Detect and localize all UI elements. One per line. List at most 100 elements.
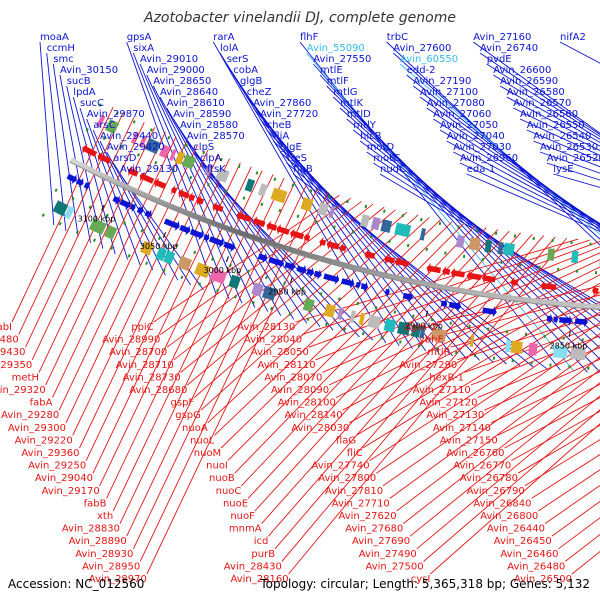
gene-label-motd: motD	[367, 142, 395, 153]
minus-strand-gene	[276, 224, 290, 235]
minus-strand-gene	[154, 177, 167, 189]
plus-strand-gene	[112, 195, 120, 205]
gene-label-avin-28830: Avin_28830	[62, 524, 120, 535]
minus-strand-gene	[178, 188, 190, 199]
leader-line	[426, 107, 600, 225]
gene-label-mnma: mnmA	[229, 524, 262, 535]
gene-label-avin-29280: Avin_29280	[1, 410, 59, 421]
leader-line	[459, 162, 600, 230]
feature-block	[174, 151, 186, 165]
leader-line	[506, 96, 600, 147]
gene-label-avin-27120: Avin_27120	[419, 398, 477, 409]
leader-line	[413, 85, 600, 229]
gene-label-avin-28090: Avin_28090	[271, 385, 329, 396]
leader-line	[423, 409, 600, 562]
gene-label-avin-27680: Avin_27680	[345, 524, 403, 535]
gene-label-avin-27150: Avin_27150	[440, 435, 498, 446]
gene-label-avin-28680: Avin_28680	[129, 385, 187, 396]
gene-label-nifa2: nifA2	[560, 32, 586, 43]
gene-label-smc: smc	[53, 54, 73, 65]
gene-label-avin-28160: Avin_28160	[230, 574, 288, 585]
leader-line	[286, 162, 534, 368]
feature-block	[144, 138, 162, 155]
kbp-tick	[225, 256, 229, 263]
feature-block	[367, 314, 382, 330]
feature-block	[469, 334, 475, 348]
leader-line	[399, 63, 600, 235]
feature-block	[302, 298, 315, 313]
gene-label-mtlr: mtlR	[427, 347, 450, 358]
gene-label-avin-29220: Avin_29220	[15, 435, 73, 446]
leader-line	[46, 52, 67, 232]
gene-label-avin-28040: Avin_28040	[244, 335, 302, 346]
minus-strand-gene	[442, 266, 451, 277]
gene-label-pgm-2: pgm-2	[405, 322, 437, 333]
minus-strand-gene	[212, 201, 224, 212]
minus-strand-gene	[466, 270, 482, 282]
leader-line	[166, 200, 362, 348]
gene-label-avin-27110: Avin_27110	[413, 385, 471, 396]
leader-line	[58, 141, 188, 411]
feature-block	[270, 187, 288, 204]
feature-block	[104, 119, 120, 135]
minus-strand-gene	[236, 210, 252, 222]
gene-label-avin-29420: Avin_29420	[107, 142, 165, 153]
gene-label-mtly: mtlY	[353, 120, 376, 131]
gene-label-glge: glgE	[280, 142, 302, 153]
plus-strand-gene	[189, 228, 204, 241]
gene-label-nuom: nuoM	[194, 448, 221, 459]
gene-label-faba: fabA	[30, 398, 53, 409]
plus-strand-gene	[448, 300, 462, 312]
leader-line	[52, 63, 79, 238]
minus-strand-gene	[266, 220, 278, 232]
leader-line	[160, 197, 351, 335]
gene-label-nuof: nuoF	[230, 511, 255, 522]
feature-block	[419, 325, 426, 339]
gene-label-flag: flaG	[336, 435, 356, 446]
feature-block	[430, 328, 447, 343]
leader-line	[193, 212, 407, 398]
plus-strand-gene	[360, 281, 369, 293]
leader-line	[212, 41, 387, 344]
gene-label-avin-27800: Avin_27800	[318, 473, 376, 484]
leader-line	[288, 237, 568, 575]
leader-line	[504, 397, 600, 449]
leader-line	[403, 369, 600, 524]
feature-block	[244, 178, 256, 193]
plus-strand-gene	[296, 264, 307, 276]
gene-label-avin-28570: Avin_28570	[187, 131, 245, 142]
leader-line	[207, 216, 430, 424]
gene-label-avin-27490: Avin_27490	[359, 549, 417, 560]
leader-line	[524, 439, 600, 487]
leader-line	[319, 74, 600, 373]
feature-block	[484, 239, 493, 253]
leader-line	[274, 235, 545, 550]
leader-line	[187, 209, 396, 386]
gene-label-edd-2: edd-2	[407, 65, 436, 76]
leader-line	[173, 203, 374, 361]
kbp-tick-label: 3050 kbp	[140, 242, 178, 251]
leader-line	[511, 410, 600, 461]
gene-label-avin-26500: Avin_26500	[514, 574, 572, 585]
gene-label-lyse: lysE	[553, 164, 573, 175]
minus-strand-gene	[97, 151, 112, 164]
gene-label-hexr-1: hexR-1	[429, 372, 464, 383]
leader-line	[254, 230, 510, 512]
leader-line	[79, 154, 220, 449]
gene-label-purb: purB	[251, 549, 275, 560]
gene-label-motc: motC	[373, 153, 400, 164]
feature-block	[181, 154, 197, 170]
gene-label-avin-29440: Avin_29440	[100, 131, 158, 142]
plus-strand-gene	[129, 202, 136, 213]
minus-strand-gene	[395, 256, 410, 267]
gene-label-avin-27190: Avin_27190	[413, 76, 471, 87]
gene-label-avin-26520: Avin_26520	[547, 153, 600, 164]
leader-line	[497, 383, 600, 436]
gene-label-avin-26480: Avin_26480	[507, 561, 565, 572]
leader-line	[386, 41, 600, 246]
minus-strand-gene	[339, 242, 347, 254]
minus-strand-gene	[252, 216, 266, 227]
feature-block	[497, 241, 504, 255]
gene-label-avin-29000: Avin_29000	[147, 65, 205, 76]
gene-label-mtlk: mtlK	[340, 98, 363, 109]
